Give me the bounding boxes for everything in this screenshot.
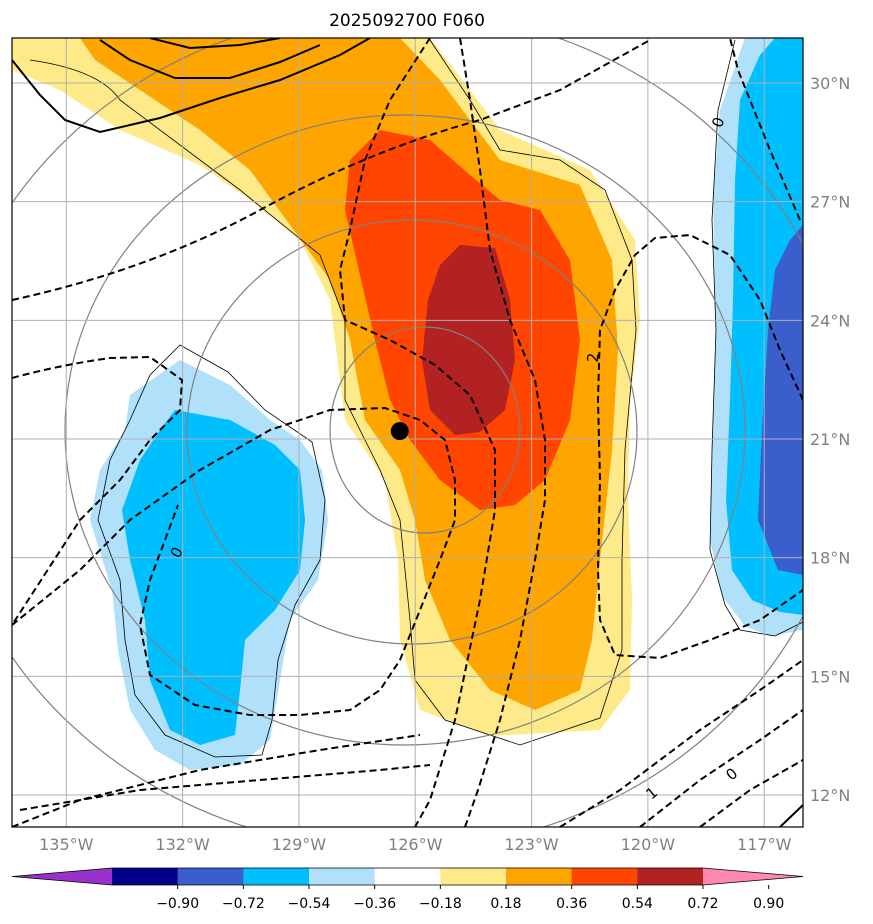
contour-label-2: 2 (584, 352, 603, 363)
graticule (12, 38, 803, 827)
lon-tick-135w: 135°W (39, 835, 94, 854)
solid-contour-2 (99, 39, 321, 79)
dashed-contour-2 (12, 355, 184, 626)
colorbar-segment (440, 868, 507, 885)
lat-tick-18n: 18°N (810, 549, 850, 568)
colorbar-extend-high (703, 868, 803, 885)
lat-tick-27n: 27°N (810, 193, 850, 212)
colorbar: −0.90 −0.72 −0.54 −0.36 −0.18 0.18 0.36 0.54 0.7… (11, 867, 804, 912)
lat-tick-21n: 21°N (810, 430, 850, 449)
dashed-contour-12 (699, 759, 803, 827)
lat-tick-labels: 12°N 15°N 18°N 21°N 24°N 27°N 30°N (810, 74, 850, 805)
dashed-contour-5 (459, 38, 546, 827)
colorbar-segment (637, 868, 704, 885)
colorbar-extend-low (12, 868, 112, 885)
dashed-contour-6 (729, 38, 801, 221)
colorbar-tick-label: −0.18 (419, 896, 462, 912)
map-area: 0 0 2 0 1 (12, 38, 803, 827)
dashed-contour-9 (19, 764, 431, 811)
colorbar-segment (177, 868, 244, 885)
colorbar-segment (243, 868, 310, 885)
colorbar-tick-label: 0.90 (753, 896, 784, 912)
dashed-contour-8 (12, 734, 421, 827)
thin-contour-east (709, 39, 803, 637)
colorbar-tick-label: 0.72 (687, 896, 718, 912)
colorbar-segment (309, 868, 376, 885)
solid-contours (12, 38, 803, 827)
lon-tick-120w: 120°W (621, 835, 676, 854)
storm-center-marker (390, 422, 409, 441)
solid-contour-3 (149, 38, 281, 50)
dashed-contour-1 (12, 39, 651, 301)
lon-tick-126w: 126°W (388, 835, 443, 854)
thin-contour-west (97, 344, 326, 758)
colorbar-segment (571, 868, 638, 885)
colorbar-tick-label: 0.18 (490, 896, 521, 912)
lon-tick-labels: 135°W 132°W 129°W 126°W 123°W 120°W 117°… (39, 835, 791, 854)
colorbar-tick-label: 0.54 (622, 896, 653, 912)
map-title: 2025092700 F060 (329, 11, 485, 31)
solid-contour-4 (779, 804, 803, 827)
colorbar-tick-label: −0.54 (288, 896, 331, 912)
lat-tick-24n: 24°N (810, 311, 850, 330)
thin-contour-positive (29, 39, 637, 746)
dashed-contours (12, 38, 803, 827)
colorbar-outline (11, 867, 804, 886)
colorbar-tick-label: −0.72 (222, 896, 265, 912)
lat-tick-12n: 12°N (810, 786, 850, 805)
dashed-contour-4 (338, 38, 496, 827)
lon-tick-132w: 132°W (155, 835, 210, 854)
colorbar-tick-label: 0.36 (556, 896, 587, 912)
contour-label-0-southeast: 0 (722, 764, 741, 784)
colorbar-segment (112, 868, 179, 885)
colorbar-segment (506, 868, 573, 885)
colorbar-tick-label: −0.36 (353, 896, 396, 912)
dashed-contour-10 (559, 659, 803, 827)
negative-fill-east-054 (758, 225, 803, 575)
range-rings (12, 38, 803, 827)
solid-contour-1 (12, 38, 371, 134)
colorbar-tick-label: −0.90 (156, 896, 199, 912)
lon-tick-129w: 129°W (272, 835, 327, 854)
lon-tick-117w: 117°W (737, 835, 792, 854)
lat-tick-30n: 30°N (810, 74, 850, 93)
contour-label-1: 1 (642, 783, 661, 803)
lat-tick-15n: 15°N (810, 667, 850, 686)
dashed-contour-11 (639, 709, 803, 827)
colorbar-segment (374, 868, 441, 885)
dashed-contour-3 (12, 406, 456, 716)
positive-fill-072 (422, 245, 515, 435)
dashed-contour-7 (596, 233, 803, 660)
map-frame (11, 37, 804, 828)
lon-tick-123w: 123°W (504, 835, 559, 854)
